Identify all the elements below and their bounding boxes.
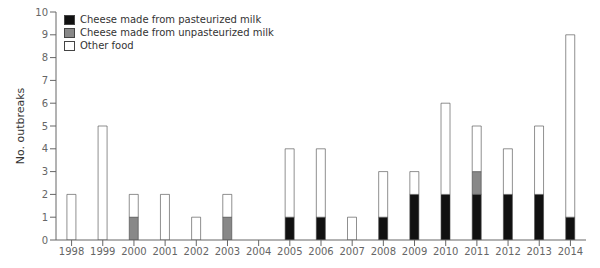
svg-text:2008: 2008 [371,246,396,257]
svg-text:5: 5 [42,121,48,132]
svg-text:6: 6 [42,98,48,109]
svg-text:8: 8 [42,52,48,63]
svg-text:No. outbreaks: No. outbreaks [14,87,27,164]
svg-text:7: 7 [42,75,48,86]
svg-text:2013: 2013 [527,246,552,257]
svg-text:2001: 2001 [152,246,177,257]
svg-text:2002: 2002 [184,246,209,257]
svg-text:3: 3 [42,166,48,177]
svg-text:2007: 2007 [339,246,364,257]
svg-text:2010: 2010 [433,246,458,257]
svg-text:4: 4 [42,143,48,154]
svg-text:2003: 2003 [215,246,240,257]
svg-text:10: 10 [35,7,48,18]
svg-text:2006: 2006 [308,246,333,257]
svg-text:2000: 2000 [121,246,146,257]
svg-text:9: 9 [42,29,48,40]
svg-text:2: 2 [42,189,48,200]
html-text:Other food: Other food [80,40,134,51]
svg-text:0: 0 [42,235,48,246]
svg-text:2009: 2009 [402,246,427,257]
svg-text:2014: 2014 [558,246,583,257]
svg-text:2011: 2011 [464,246,489,257]
svg-text:1999: 1999 [90,246,115,257]
svg-text:1998: 1998 [59,246,84,257]
svg-text:2004: 2004 [246,246,271,257]
html-text:Cheese made from pasteurized m: Cheese made from pasteurized milk [80,14,262,25]
svg-text:2005: 2005 [277,246,302,257]
html-text:Cheese made from unpasteurized: Cheese made from unpasteurized milk [80,27,274,38]
svg-text:1: 1 [42,212,48,223]
svg-text:2012: 2012 [495,246,520,257]
